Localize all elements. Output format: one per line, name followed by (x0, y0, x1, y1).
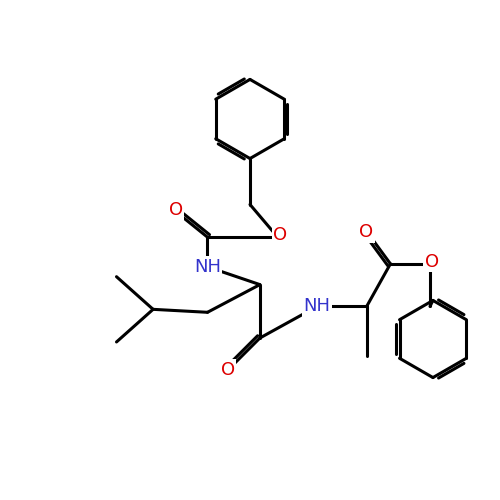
Text: O: O (220, 360, 235, 378)
Text: O: O (425, 253, 439, 271)
Text: O: O (169, 202, 183, 220)
Text: NH: NH (194, 258, 221, 276)
Text: NH: NH (304, 298, 330, 316)
Text: O: O (273, 226, 287, 244)
Text: O: O (359, 223, 374, 241)
